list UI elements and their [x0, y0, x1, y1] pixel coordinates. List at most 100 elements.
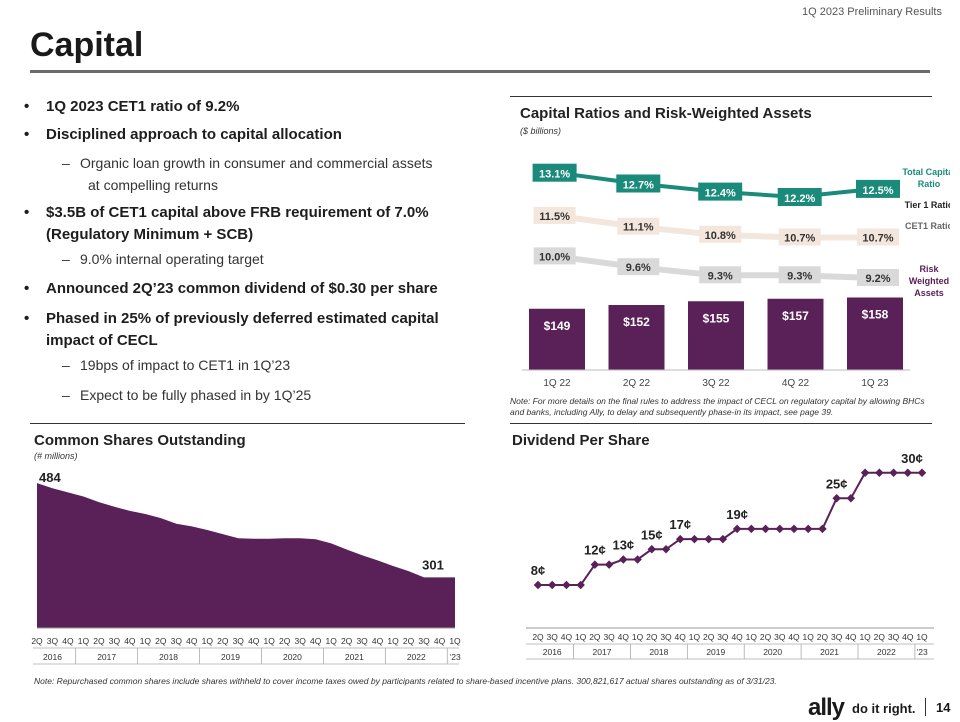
quarter-tick-label: 2Q	[760, 632, 772, 642]
sub-bullet-operating-target: 9.0% internal operating target	[62, 248, 264, 270]
dividend-annotation: 25¢	[826, 476, 848, 491]
quarter-tick-label: 4Q	[310, 636, 322, 646]
year-tick-label: 2018	[159, 652, 178, 662]
dividend-chart-plot: 8¢12¢ 13¢15¢17¢19¢25¢30¢2Q 3Q 4Q 1Q 2Q 3Q 4Q 1Q 2…	[526, 451, 934, 660]
quarter-tick-label: 3Q	[603, 632, 615, 642]
legend-rwa-2: Weighted	[909, 276, 949, 286]
dividend-annotation: 8¢	[531, 563, 545, 578]
quarter-tick-label: 1Q	[803, 632, 815, 642]
quarter-tick-label: 2Q	[31, 636, 43, 646]
sub-bullet-cecl-phase: Expect to be fully phased in by 1Q’25	[62, 384, 311, 406]
quarter-tick-label: 1Q	[916, 632, 928, 642]
dividend-point	[704, 534, 713, 544]
legend-cet1: CET1 Ratio	[905, 221, 950, 231]
sub-bullet-cecl-impact: 19bps of impact to CET1 in 1Q’23	[62, 354, 290, 376]
brand-tagline: do it right.	[852, 701, 916, 716]
year-tick-label: 2021	[820, 647, 839, 657]
quarter-tick-label: 1Q	[689, 632, 701, 642]
title-divider	[30, 70, 930, 73]
quarter-tick-label: 1Q	[387, 636, 399, 646]
quarter-tick-label: 4Q	[731, 632, 743, 642]
cet1-label: 10.0%	[539, 251, 570, 263]
quarter-tick-label: 4Q	[62, 636, 74, 646]
dividend-point	[761, 524, 770, 534]
dividend-annotation: 12¢	[584, 543, 606, 558]
year-tick-label: 2021	[345, 652, 364, 662]
cet1-label: 9.3%	[787, 270, 812, 282]
quarter-tick-label: 1Q	[859, 632, 871, 642]
quarter-tick-label: 3Q	[47, 636, 59, 646]
dividend-point	[803, 524, 813, 534]
rwa-bar	[767, 298, 824, 370]
quarter-tick-label: 4Q	[248, 636, 260, 646]
shares-area	[37, 483, 455, 628]
year-tick-label: 2016	[43, 652, 62, 662]
dividend-chart-title: Dividend Per Share	[512, 432, 650, 449]
cet1-label-bg	[617, 258, 660, 276]
quarter-tick-label: 1Q	[575, 632, 587, 642]
quarter-tick-label: 2Q	[532, 632, 544, 642]
dividend-point	[917, 468, 927, 478]
dividend-point	[718, 534, 728, 544]
quarter-tick-label: 2Q	[703, 632, 715, 642]
dividend-point	[547, 580, 557, 590]
dividend-line	[538, 471, 922, 586]
total-capital-label-bg	[616, 174, 661, 193]
quarter-tick-label: 3Q	[418, 636, 430, 646]
quarter-tick-label: 2Q	[93, 636, 105, 646]
total-capital-label: 12.5%	[862, 185, 893, 197]
quarter-tick-label: 1Q	[325, 636, 337, 646]
dividend-annotation: 17¢	[669, 517, 691, 532]
quarter-tick-label: 3Q	[660, 632, 672, 642]
capital-ratios-chart: $149 1Q 22 $152 2Q 22 $155 3Q 22 $157 4Q 22 $158…	[522, 163, 950, 389]
rwa-bar	[529, 308, 585, 370]
dividend-point	[775, 524, 785, 534]
bullet-dividend: Announced 2Q’23 common dividend of $0.30…	[24, 278, 438, 300]
tier1-label-bg	[857, 228, 899, 246]
rwa-bar-label: $155	[703, 311, 730, 325]
tier1-label-bg	[533, 206, 576, 224]
legend-total-capital-2: Ratio	[918, 179, 941, 189]
rwa-bar	[688, 301, 744, 370]
report-label: 1Q 2023 Preliminary Results	[801, 6, 942, 18]
legend-rwa-3: Assets	[914, 288, 944, 298]
x-tick-label: 1Q 23	[861, 378, 889, 389]
x-tick-label: 3Q 22	[702, 378, 730, 389]
year-tick-label: ’23	[916, 647, 928, 657]
footer-note: Note: Repurchased common shares include …	[34, 676, 777, 686]
dividend-point	[789, 524, 799, 534]
total-capital-label-bg	[856, 179, 900, 198]
cet1-label: 9.2%	[865, 273, 890, 285]
tier1-label: 10.8%	[705, 230, 736, 242]
quarter-tick-label: 4Q	[124, 636, 136, 646]
quarter-tick-label: 2Q	[874, 632, 886, 642]
dividend-point	[590, 560, 600, 569]
total-capital-label-bg	[777, 188, 822, 206]
year-tick-label: 2019	[706, 647, 725, 657]
shares-start-label: 484	[39, 470, 61, 485]
page-title: Capital	[30, 26, 144, 64]
x-tick-label: 4Q 22	[782, 378, 810, 389]
tier1-label-bg	[617, 217, 660, 235]
cet1-label: 9.6%	[626, 262, 651, 274]
quarter-tick-label: 2Q	[341, 636, 353, 646]
dividend-annotation: 15¢	[641, 527, 663, 542]
dividend-point	[732, 524, 742, 534]
dividend-point	[846, 494, 856, 503]
quarter-tick-label: 2Q	[217, 636, 229, 646]
capital-note: Note: For more details on the final rule…	[510, 396, 925, 417]
year-tick-label: 2017	[593, 647, 612, 657]
dividend-point	[832, 494, 841, 503]
quarter-tick-label: 1Q	[746, 632, 758, 642]
quarter-tick-label: 2Q	[646, 632, 658, 642]
total-capital-label: 13.1%	[539, 169, 570, 181]
quarter-tick-label: 2Q	[155, 636, 167, 646]
quarter-tick-label: 1Q	[264, 636, 276, 646]
quarter-tick-label: 1Q	[140, 636, 152, 646]
total-capital-label: 12.4%	[705, 188, 736, 200]
dividend-annotation: 30¢	[901, 451, 923, 466]
cet1-label-bg	[857, 269, 899, 286]
rwa-bar-label: $152	[623, 315, 650, 329]
rwa-bar-label: $157	[782, 309, 809, 323]
